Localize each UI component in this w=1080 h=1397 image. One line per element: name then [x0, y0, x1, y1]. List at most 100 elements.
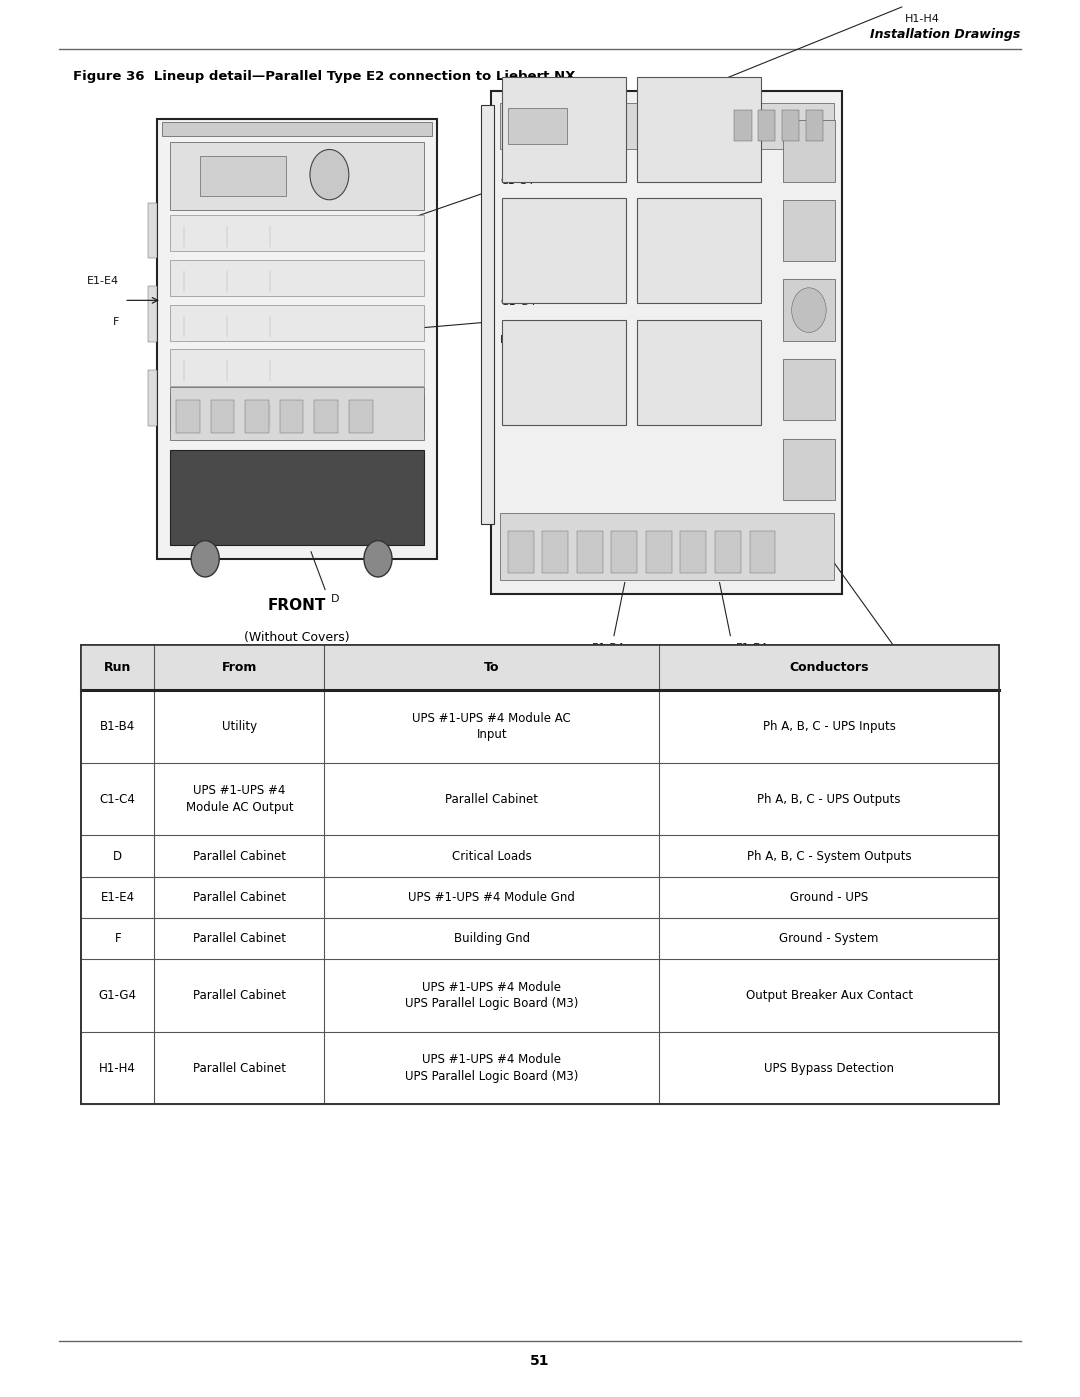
Text: H1-H4: H1-H4 [500, 335, 535, 345]
Bar [211, 400, 234, 433]
Bar [783, 200, 835, 261]
Bar [170, 305, 424, 341]
Text: Conductors: Conductors [789, 661, 869, 675]
Bar [500, 513, 834, 580]
Bar [176, 400, 200, 433]
Bar [170, 387, 424, 440]
Text: UPS #1-UPS #4 Module
UPS Parallel Logic Board (M3): UPS #1-UPS #4 Module UPS Parallel Logic … [405, 1053, 579, 1083]
Text: H1-H4: H1-H4 [99, 1062, 136, 1074]
Text: E1-E4: E1-E4 [100, 891, 135, 904]
Text: B1-B4: B1-B4 [592, 643, 625, 652]
Bar [81, 645, 999, 1104]
Bar [783, 120, 835, 182]
Bar [758, 110, 775, 141]
Bar [170, 142, 424, 210]
Bar [502, 77, 626, 182]
Bar [200, 156, 286, 196]
Bar [349, 400, 373, 433]
Text: F: F [112, 317, 119, 327]
Bar [245, 400, 269, 433]
Text: Critical Loads: Critical Loads [451, 849, 531, 862]
Bar [750, 531, 775, 573]
Bar [782, 110, 799, 141]
Text: (Door Open): (Door Open) [551, 708, 629, 721]
Bar [783, 439, 835, 500]
Bar [491, 91, 842, 594]
Bar [500, 103, 834, 149]
Circle shape [792, 288, 826, 332]
Text: D: D [330, 594, 339, 604]
Circle shape [310, 149, 349, 200]
Bar [502, 320, 626, 425]
Text: Ph A, B, C - UPS Inputs: Ph A, B, C - UPS Inputs [762, 719, 895, 733]
Text: G1-G4: G1-G4 [500, 298, 536, 307]
Text: Building Gnd: Building Gnd [454, 932, 530, 944]
Text: Figure 36  Lineup detail—Parallel Type E2 connection to Liebert NX: Figure 36 Lineup detail—Parallel Type E2… [73, 70, 576, 82]
Text: E1-E4: E1-E4 [86, 277, 119, 286]
Text: FRONT: FRONT [561, 675, 619, 690]
Text: UPS #1-UPS #4 Module
UPS Parallel Logic Board (M3): UPS #1-UPS #4 Module UPS Parallel Logic … [405, 981, 579, 1010]
Circle shape [191, 541, 219, 577]
Bar [783, 279, 835, 341]
Text: FRONT: FRONT [268, 598, 326, 613]
Bar [577, 531, 603, 573]
Text: Installation Drawings: Installation Drawings [870, 28, 1021, 41]
Bar [502, 198, 626, 303]
Text: Parallel Cabinet: Parallel Cabinet [193, 989, 286, 1002]
Bar [170, 450, 424, 545]
Bar [680, 531, 706, 573]
Text: Parallel Cabinet: Parallel Cabinet [445, 792, 538, 806]
Text: Parallel Cabinet: Parallel Cabinet [193, 1062, 286, 1074]
Text: From: From [221, 661, 257, 675]
Text: Output Breaker Aux Contact: Output Breaker Aux Contact [745, 989, 913, 1002]
Text: UPS Bypass Detection: UPS Bypass Detection [765, 1062, 894, 1074]
Bar [611, 531, 637, 573]
Circle shape [364, 541, 392, 577]
Bar [637, 77, 761, 182]
Text: E1-E4: E1-E4 [735, 643, 768, 652]
Bar [508, 531, 534, 573]
Bar [170, 215, 424, 251]
Bar [508, 108, 567, 144]
Bar [637, 320, 761, 425]
Bar [162, 122, 432, 136]
Text: (Without Covers): (Without Covers) [244, 631, 350, 644]
Text: D: D [113, 849, 122, 862]
Bar [646, 531, 672, 573]
Bar [481, 105, 494, 524]
Bar [280, 400, 303, 433]
Text: Parallel Cabinet: Parallel Cabinet [193, 891, 286, 904]
Text: G1-G4: G1-G4 [98, 989, 137, 1002]
Bar [157, 119, 437, 559]
Text: B1-B4: B1-B4 [100, 719, 135, 733]
Bar [148, 203, 157, 258]
Bar [170, 260, 424, 296]
Bar [81, 645, 999, 690]
Text: Ph A, B, C - System Outputs: Ph A, B, C - System Outputs [747, 849, 912, 862]
Bar [148, 370, 157, 426]
Bar [314, 400, 338, 433]
Text: Ground - UPS: Ground - UPS [791, 891, 868, 904]
Bar [783, 359, 835, 420]
Bar [170, 349, 424, 386]
Text: Parallel Cabinet: Parallel Cabinet [193, 849, 286, 862]
Text: C1-C4: C1-C4 [99, 792, 136, 806]
Bar [715, 531, 741, 573]
Text: Parallel Cabinet: Parallel Cabinet [193, 932, 286, 944]
Text: C1-C4: C1-C4 [500, 176, 534, 186]
Text: H1-H4: H1-H4 [905, 14, 940, 24]
Text: UPS #1-UPS #4 Module AC
Input: UPS #1-UPS #4 Module AC Input [413, 711, 571, 742]
Bar [637, 198, 761, 303]
Text: Ph A, B, C - UPS Outputs: Ph A, B, C - UPS Outputs [757, 792, 901, 806]
Bar [170, 394, 424, 430]
Text: F: F [114, 932, 121, 944]
Text: To: To [484, 661, 500, 675]
Text: Utility: Utility [221, 719, 257, 733]
Bar [542, 531, 568, 573]
Text: 51: 51 [530, 1354, 550, 1368]
Bar [734, 110, 752, 141]
Text: Run: Run [104, 661, 132, 675]
Text: Ground - System: Ground - System [780, 932, 879, 944]
Bar [148, 286, 157, 342]
Bar [806, 110, 823, 141]
